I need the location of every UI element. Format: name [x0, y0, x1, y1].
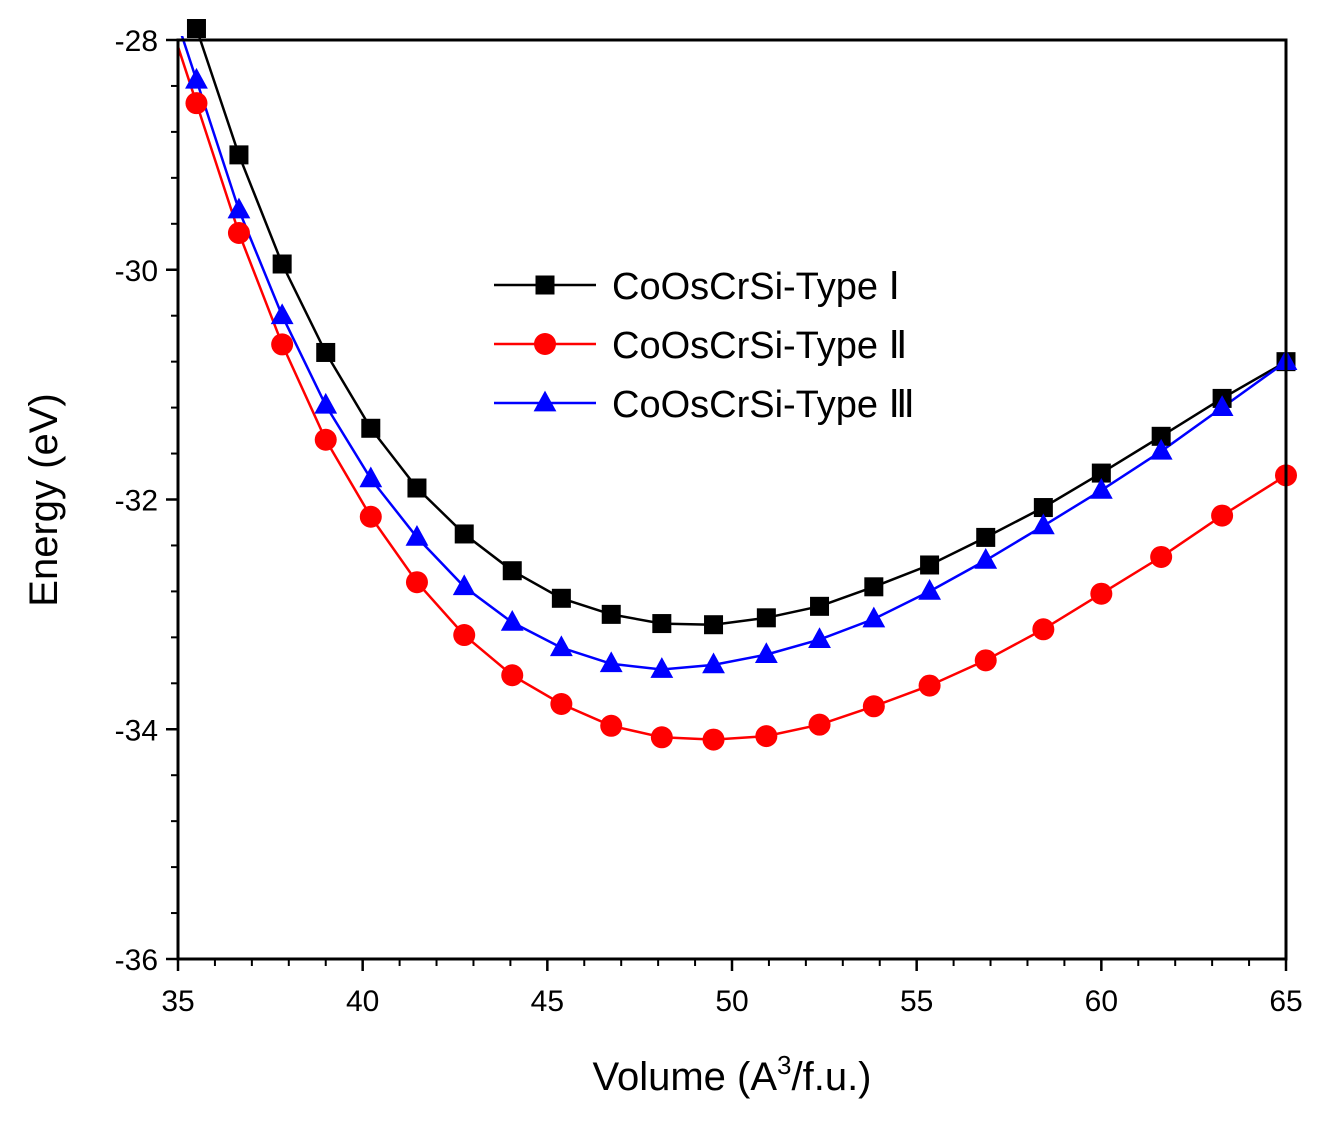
- data-point-triangle: [533, 390, 557, 412]
- data-point-circle: [314, 428, 337, 451]
- data-point-square: [704, 615, 724, 635]
- data-point-circle: [185, 92, 208, 115]
- data-point-square: [652, 614, 672, 634]
- data-point-triangle: [500, 610, 524, 631]
- y-tick-label: -32: [115, 485, 158, 518]
- legend: CoOsCrSi-Type Ⅰ CoOsCrSi-Type Ⅱ CoOsCrSi-T…: [494, 266, 915, 426]
- x-tick-label: 65: [1269, 985, 1302, 1018]
- data-point-triangle: [808, 627, 831, 649]
- data-point-square: [810, 596, 830, 616]
- data-point-circle: [600, 714, 623, 737]
- data-point-square: [1033, 498, 1053, 518]
- data-point-triangle: [599, 651, 623, 673]
- data-point-square: [920, 555, 940, 575]
- data-point-square: [454, 524, 474, 544]
- data-point-circle: [918, 674, 941, 697]
- series-line-1: [197, 36, 1287, 626]
- data-point-triangle: [702, 652, 725, 674]
- data-point-square: [229, 145, 249, 165]
- tick-labels: 35 40 45 50 55 60 65 -28 -30 -32 -34 -36: [115, 25, 1303, 1018]
- x-axis-title-suffix: /f.u.): [791, 1055, 871, 1099]
- data-point-triangle: [549, 635, 573, 657]
- data-point-circle: [702, 728, 725, 751]
- x-tick-label: 45: [531, 985, 564, 1018]
- x-axis-title-superscript: 3: [777, 1050, 791, 1080]
- legend-label: CoOsCrSi-Type Ⅰ: [612, 266, 900, 308]
- x-tick-label: 55: [900, 985, 933, 1018]
- data-point-square: [407, 478, 427, 498]
- data-point-triangle: [754, 642, 778, 663]
- data-point-square: [976, 527, 996, 547]
- data-point-triangle: [974, 548, 998, 569]
- data-point-triangle: [314, 392, 338, 414]
- data-point-triangle: [1210, 395, 1234, 416]
- data-point-circle: [755, 725, 778, 748]
- x-axis-title-main: Volume (A: [592, 1055, 777, 1099]
- data-point-square: [1091, 463, 1111, 483]
- y-axis-title: Energy (eV): [22, 393, 66, 606]
- y-tick-label: -36: [115, 944, 158, 977]
- data-point-square: [316, 342, 336, 362]
- data-point-circle: [1090, 582, 1113, 605]
- data-point-square: [1151, 426, 1171, 446]
- data-point-square: [502, 561, 522, 581]
- data-point-triangle: [452, 574, 476, 596]
- legend-label: CoOsCrSi-Type Ⅱ: [612, 325, 907, 367]
- data-point-triangle: [1149, 438, 1173, 460]
- y-tick-label: -30: [115, 255, 158, 288]
- data-point-circle: [650, 726, 673, 749]
- data-point-triangle: [650, 657, 674, 678]
- data-point-triangle: [1089, 477, 1113, 499]
- plot-frame: [176, 38, 1288, 961]
- data-point-circle: [453, 624, 476, 647]
- legend-label: CoOsCrSi-Type Ⅲ: [612, 384, 915, 426]
- data-point-triangle: [918, 579, 941, 600]
- data-point-circle: [862, 695, 885, 718]
- x-tick-label: 60: [1085, 985, 1118, 1018]
- data-point-triangle: [185, 67, 208, 89]
- y-tick-label: -34: [115, 714, 158, 747]
- data-point-square: [186, 19, 206, 39]
- data-point-circle: [974, 649, 997, 672]
- data-point-square: [361, 418, 381, 438]
- data-point-circle: [534, 333, 556, 355]
- data-point-circle: [1211, 504, 1234, 527]
- data-point-circle: [808, 713, 831, 736]
- x-axis-title: Volume (A3/f.u.): [592, 1050, 871, 1099]
- data-point-circle: [405, 571, 428, 594]
- data-point-square: [756, 608, 776, 628]
- data-point-circle: [1150, 545, 1173, 568]
- x-tick-label: 40: [346, 985, 379, 1018]
- x-tick-label: 35: [161, 985, 194, 1018]
- data-point-circle: [550, 692, 573, 715]
- data-point-square: [864, 577, 884, 597]
- data-point-triangle: [270, 303, 294, 325]
- data-point-triangle: [405, 525, 429, 546]
- y-tick-label: -28: [115, 25, 158, 58]
- data-point-triangle: [359, 466, 383, 488]
- data-point-circle: [227, 221, 250, 244]
- data-point-circle: [1032, 618, 1055, 641]
- x-tick-label: 50: [715, 985, 748, 1018]
- data-point-triangle: [862, 606, 886, 628]
- axes-ticks: [166, 38, 1288, 971]
- data-point-square: [272, 254, 292, 274]
- data-point-triangle: [1031, 513, 1055, 535]
- series-group: [176, 36, 1287, 741]
- data-point-circle: [271, 333, 294, 356]
- data-point-circle: [501, 664, 524, 687]
- data-point-triangle: [227, 197, 251, 219]
- data-point-circle: [359, 505, 382, 528]
- data-point-square: [601, 604, 621, 624]
- data-point-square: [535, 275, 555, 295]
- data-point-square: [551, 588, 571, 608]
